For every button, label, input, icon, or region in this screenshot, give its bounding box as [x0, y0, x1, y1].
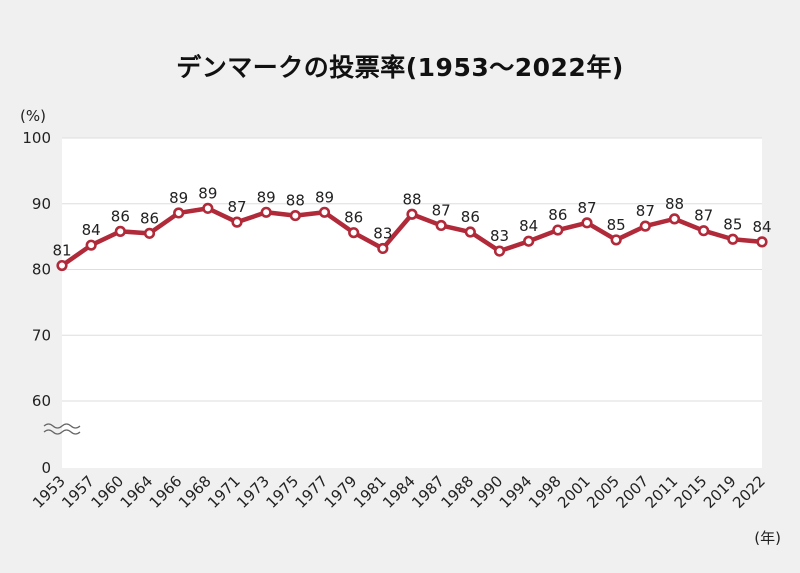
data-label-1966: 89	[169, 189, 188, 207]
data-label-1987: 87	[432, 201, 451, 219]
data-label-2022: 84	[752, 218, 771, 236]
x-tick-1984: 1984	[379, 472, 419, 512]
marker-1984	[406, 208, 418, 220]
plot-background	[62, 138, 762, 468]
data-label-1964: 86	[140, 209, 159, 227]
marker-2001	[581, 217, 593, 229]
marker-2019	[727, 233, 739, 245]
data-label-2007: 87	[636, 202, 655, 220]
x-tick-2019: 2019	[700, 472, 740, 512]
x-tick-2007: 2007	[612, 472, 652, 512]
marker-1987	[435, 219, 447, 232]
x-tick-1981: 1981	[350, 472, 390, 512]
marker-1994	[523, 235, 535, 247]
data-label-2001: 87	[577, 199, 596, 217]
data-label-1975: 88	[286, 192, 305, 210]
marker-1968	[202, 202, 214, 214]
x-axis-label: (年)	[754, 529, 781, 547]
axis-break-wave-2	[43, 429, 81, 435]
x-tick-1988: 1988	[437, 472, 477, 512]
marker-1977	[318, 206, 331, 218]
data-label-1973: 89	[257, 188, 276, 206]
x-axis-ticks: 1953195719601964196619681971197319751977…	[29, 472, 769, 512]
x-tick-2011: 2011	[642, 472, 682, 512]
x-tick-1990: 1990	[467, 472, 507, 512]
marker-1964	[143, 227, 156, 239]
x-tick-1975: 1975	[262, 472, 302, 512]
marker-1990	[493, 245, 506, 257]
x-tick-1966: 1966	[146, 472, 186, 512]
data-label-1984: 88	[402, 190, 421, 208]
x-tick-2015: 2015	[671, 472, 711, 512]
x-tick-1979: 1979	[321, 472, 361, 512]
x-tick-1953: 1953	[29, 472, 69, 512]
x-tick-2005: 2005	[583, 472, 623, 512]
data-label-1971: 87	[227, 198, 246, 216]
y-tick-80: 80	[32, 261, 51, 279]
axis-break-wave-1	[43, 423, 81, 429]
data-label-1977: 89	[315, 188, 334, 206]
x-tick-1987: 1987	[408, 472, 448, 512]
data-label-1957: 84	[82, 221, 101, 239]
data-markers	[56, 202, 768, 272]
marker-1979	[348, 227, 360, 239]
data-label-1998: 86	[548, 206, 567, 224]
marker-2011	[668, 213, 681, 225]
y-axis-label: (%)	[20, 107, 46, 125]
marker-2007	[639, 220, 651, 232]
marker-1998	[552, 224, 564, 236]
x-tick-1998: 1998	[525, 472, 565, 512]
y-tick-70: 70	[32, 326, 51, 344]
x-tick-1971: 1971	[204, 472, 244, 512]
x-tick-1964: 1964	[117, 472, 157, 512]
marker-2022	[756, 236, 768, 248]
data-labels: 81 84 86 86 89 89 87 89 88 89 86 83 88 87 86 83 84 86 87 85…	[52, 184, 771, 259]
marker-1981	[377, 242, 389, 255]
x-tick-2001: 2001	[554, 472, 594, 512]
x-tick-1957: 1957	[58, 472, 98, 512]
x-tick-1977: 1977	[292, 472, 332, 512]
marker-1973	[260, 206, 272, 218]
y-tick-90: 90	[32, 195, 51, 213]
marker-1975	[289, 209, 301, 222]
data-label-2019: 85	[723, 215, 742, 233]
data-label-1953: 81	[52, 242, 71, 260]
y-tick-100: 100	[22, 129, 51, 147]
data-label-2011: 88	[665, 195, 684, 213]
y-tick-60: 60	[32, 392, 51, 410]
marker-2015	[698, 225, 710, 237]
y-tick-0: 0	[41, 459, 51, 477]
data-label-2005: 85	[607, 216, 626, 234]
data-label-1981: 83	[373, 224, 392, 242]
marker-1960	[114, 225, 126, 237]
x-tick-1960: 1960	[87, 472, 127, 512]
x-tick-2022: 2022	[729, 472, 769, 512]
marker-1966	[173, 207, 185, 219]
data-label-2015: 87	[694, 207, 713, 225]
axis-break	[43, 423, 81, 435]
marker-1971	[231, 216, 243, 228]
gridlines	[62, 137, 762, 402]
y-axis-ticks: 0 60 70 80 90 100	[22, 129, 51, 477]
x-tick-1968: 1968	[175, 472, 215, 512]
marker-1957	[85, 239, 97, 251]
marker-2005	[610, 234, 622, 246]
marker-1988	[464, 226, 476, 238]
x-tick-1994: 1994	[496, 472, 536, 512]
data-label-1990: 83	[490, 227, 509, 245]
x-tick-1973: 1973	[233, 472, 273, 512]
data-label-1968: 89	[198, 184, 217, 202]
data-label-1988: 86	[461, 208, 480, 226]
chart-title: デンマークの投票率(1953〜2022年)	[176, 53, 624, 82]
marker-1953	[56, 259, 68, 272]
data-label-1960: 86	[111, 207, 130, 225]
data-label-1979: 86	[344, 209, 363, 227]
data-label-1994: 84	[519, 217, 538, 235]
